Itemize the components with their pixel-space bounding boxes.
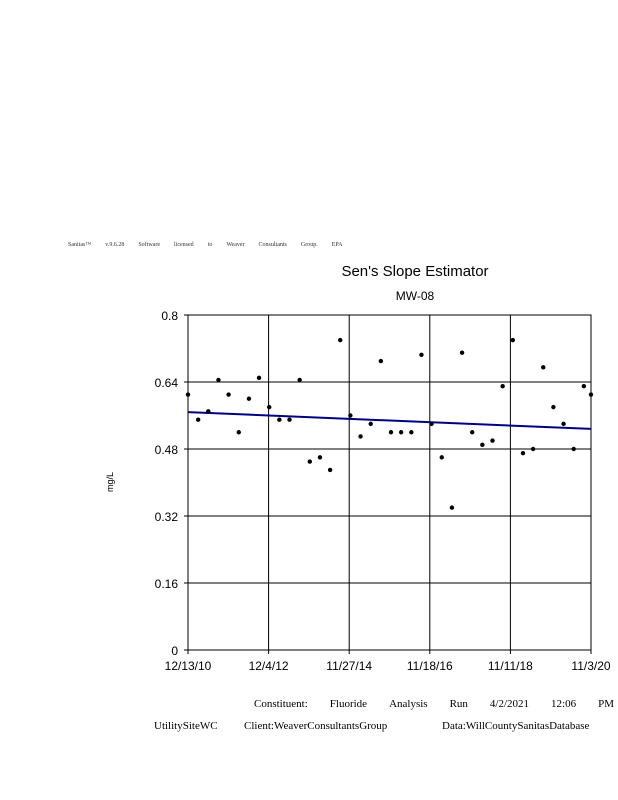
x-tick-label: 11/11/18 (488, 659, 533, 673)
data-point (480, 442, 485, 448)
data-point (388, 430, 394, 435)
data-point (368, 421, 373, 427)
data-point (470, 430, 475, 435)
y-tick-label: 0.48 (155, 443, 179, 457)
data-point (256, 375, 262, 381)
y-tick-label: 0 (171, 644, 178, 658)
data-point (459, 350, 465, 355)
plot-area-frame (187, 314, 592, 651)
footer-run-label: Run (449, 698, 468, 710)
watermark-part: Sanitas™ (68, 242, 92, 248)
data-point (510, 337, 516, 343)
footer-run-ampm: PM (598, 698, 614, 710)
data-point (277, 417, 282, 422)
data-point (297, 377, 302, 383)
data-point (317, 455, 323, 460)
data-point (541, 365, 546, 370)
y-axis-ticks: 0 0.16 0.32 0.48 0.64 0.8 (155, 309, 188, 658)
data-point (287, 417, 292, 422)
grid-lines (188, 315, 591, 650)
footer-constituent-value: Fluoride (329, 698, 368, 710)
data-points (185, 337, 594, 510)
data-point (581, 383, 587, 389)
footer-run-date: 4/2/2021 (489, 698, 530, 710)
watermark-part: Consultants (258, 242, 287, 248)
chart-subtitle: MW-08 (395, 289, 435, 303)
y-tick-label: 0.32 (155, 510, 179, 524)
x-axis-ticks: 12/13/10 12/4/12 11/27/14 11/18/16 11/11/18 1… (165, 650, 611, 673)
data-point (490, 438, 495, 443)
data-point (500, 383, 505, 389)
data-point (439, 455, 444, 460)
x-tick-label: 11/18/16 (407, 659, 453, 673)
watermark-part: Software (138, 242, 161, 248)
data-point (185, 392, 191, 397)
data-point (561, 421, 566, 427)
sens-slope-trend-line (187, 411, 592, 430)
data-point (307, 459, 313, 464)
footer-run-time: 12:06 (551, 698, 577, 710)
data-point (398, 430, 404, 435)
watermark-part: to (207, 242, 213, 248)
data-point (449, 505, 455, 510)
data-point (588, 392, 594, 397)
data-point (520, 450, 526, 456)
chart-title: Sen's Slope Estimator (341, 263, 489, 280)
data-point (358, 434, 363, 439)
data-point (226, 392, 231, 397)
footer-constituent-label: Constituent: (254, 698, 308, 710)
y-tick-label: 0.8 (161, 309, 178, 323)
data-point (419, 352, 424, 357)
x-tick-label: 11/27/14 (326, 659, 372, 673)
footer-analysis-line: Constituent: Fluoride Analysis Run 4/2/2021 1… (254, 698, 618, 710)
data-point (236, 430, 241, 435)
data-point (530, 446, 536, 452)
data-point (267, 404, 272, 410)
footer-database: Data:WillCountySanitasDatabase (442, 720, 590, 732)
data-point (571, 446, 576, 452)
y-axis-label: mg/L (105, 472, 115, 492)
footer-site: UtilitySiteWC (154, 720, 218, 732)
x-tick-label: 12/4/12 (249, 659, 289, 673)
data-point (338, 337, 343, 343)
data-point (216, 377, 221, 383)
watermark-part: licensed (174, 242, 194, 248)
trend-layer (187, 411, 592, 430)
footer-client: Client:WeaverConsultantsGroup (244, 720, 388, 732)
footer-analysis-label: Analysis (389, 698, 428, 710)
x-tick-label: 12/13/10 (165, 659, 212, 673)
watermark-part: Group. (300, 242, 318, 248)
data-point (348, 413, 353, 418)
x-tick-label: 11/3/20 (571, 659, 610, 673)
watermark-part: Weaver (226, 242, 245, 248)
y-tick-label: 0.16 (155, 577, 179, 591)
watermark-part: EPA (331, 242, 343, 248)
data-point (206, 409, 211, 414)
watermark-part: v.9.6.28 (105, 242, 125, 248)
data-point (246, 396, 252, 401)
data-point (378, 358, 384, 364)
data-point (409, 430, 414, 435)
data-point (195, 417, 201, 422)
software-watermark: Sanitas™ v.9.6.28 Software licensed to Weaver… (68, 242, 357, 248)
data-point (429, 421, 434, 427)
y-tick-label: 0.64 (155, 376, 179, 390)
data-point (551, 404, 556, 410)
data-point (327, 467, 333, 473)
